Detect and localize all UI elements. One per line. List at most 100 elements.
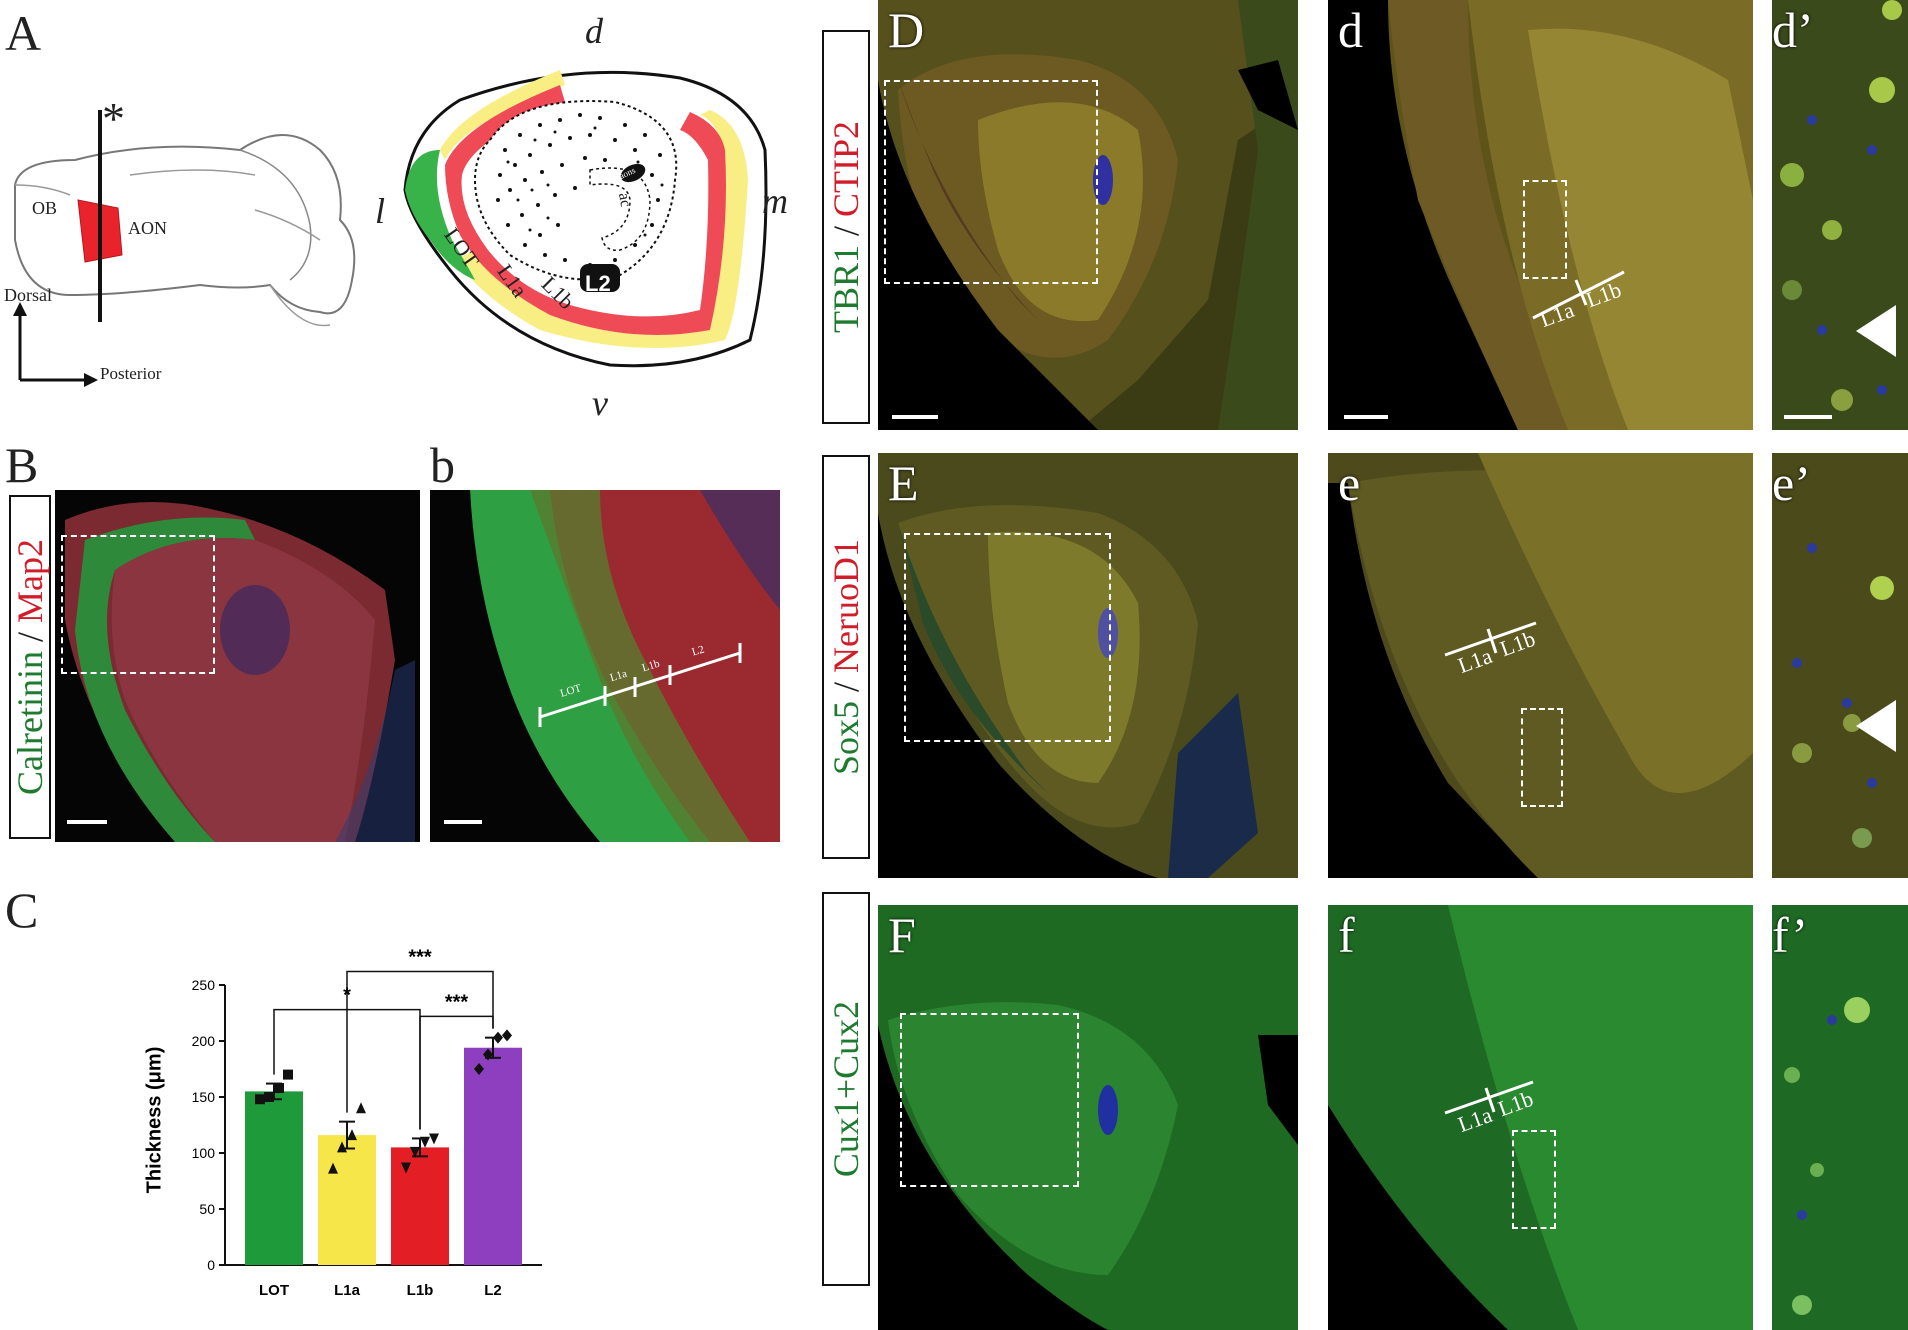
scalebar-d: [1344, 415, 1388, 419]
stain-sep-E: /: [826, 672, 866, 701]
green-layer: [405, 150, 475, 280]
panel-label-e: e: [1338, 455, 1361, 511]
aon-schematic: [403, 70, 768, 368]
data-point: [283, 1069, 293, 1080]
data-point: [429, 1133, 439, 1145]
y-tick-label: 0: [207, 1257, 215, 1273]
significance-bracket: [346, 970, 494, 1113]
micrograph-f-prime: f’: [1772, 905, 1908, 1330]
data-point: [337, 1141, 347, 1153]
significance-label: ***: [408, 947, 432, 969]
zoom-box-E: [904, 533, 1111, 742]
stain-label-F: Cux1+Cux2: [822, 892, 870, 1286]
stain-red-D: CTIP2: [826, 120, 866, 217]
bar-lot: [245, 1091, 303, 1265]
x-tick-label: L2: [484, 1282, 502, 1299]
stain-sep-D: /: [826, 216, 866, 246]
zoom-box-D: [884, 80, 1098, 284]
brain-schematic: [13, 110, 356, 387]
micrograph-f: f L1a L1b: [1328, 905, 1753, 1330]
zoom-box-B: [61, 535, 215, 674]
stain-red-E: NeruoD1: [826, 538, 866, 673]
dorsal-label: Dorsal: [4, 285, 52, 305]
stain-sep-B: /: [10, 623, 50, 652]
d-label: d: [585, 11, 603, 51]
panel-label-B: B: [5, 437, 39, 493]
panel-label-f: f: [1338, 907, 1355, 963]
micrograph-e: e L1a L1b: [1328, 453, 1753, 878]
micrograph-E: E: [878, 453, 1298, 878]
significance-bracket: [273, 1008, 421, 1130]
data-point: [347, 1129, 357, 1141]
data-point: [401, 1162, 411, 1174]
brain-outline: [14, 134, 356, 315]
zoom-box-f: [1512, 1130, 1556, 1229]
l-label: l: [375, 191, 386, 231]
stain-green-B: Calretinin: [10, 651, 50, 795]
l2-label: L2: [585, 271, 611, 296]
panel-label-d-prime: d’: [1772, 2, 1814, 58]
scalebar-d-prime: [1784, 415, 1832, 419]
stain-label-E: Sox5 / NeruoD1: [822, 455, 870, 859]
ob-label: OB: [32, 198, 58, 218]
scalebar-D: [892, 415, 938, 419]
data-point: [328, 1162, 338, 1174]
aons-ellipse: [620, 163, 646, 183]
significance-label: *: [343, 985, 351, 1007]
l2-box: [580, 264, 620, 292]
stain-green-E: Sox5: [826, 700, 866, 776]
x-tick-label: LOT: [259, 1282, 289, 1299]
micrograph-e-prime: e’: [1772, 453, 1908, 878]
panel-label-F: F: [888, 907, 916, 963]
bar-l1a: [318, 1135, 376, 1265]
arrowhead-e-prime: [1856, 700, 1896, 752]
micrograph-D: D: [878, 0, 1298, 430]
asterisk-label: *: [102, 93, 125, 144]
stain-green-F: Cux1+Cux2: [826, 1000, 866, 1178]
data-point: [410, 1146, 420, 1158]
scalebar-b: [444, 820, 482, 824]
micrograph-d-prime: d’: [1772, 0, 1908, 430]
data-point: [264, 1092, 274, 1102]
micrograph-b: LOT L1a L1b L2: [430, 490, 780, 842]
stain-label-D: TBR1 / CTIP2: [822, 30, 870, 424]
panel-label-D: D: [888, 2, 925, 58]
arrowhead-d-prime: [1856, 305, 1896, 357]
zoom-box-d: [1523, 180, 1567, 279]
zoom-box-e: [1521, 708, 1563, 807]
zoom-box-F: [900, 1013, 1079, 1187]
panel-label-E: E: [888, 455, 919, 511]
data-point: [483, 1048, 493, 1061]
panel-label-A: A: [5, 5, 42, 61]
y-tick-label: 200: [192, 1033, 216, 1049]
data-point: [274, 1083, 284, 1094]
bar-l1b: [391, 1147, 449, 1265]
significance-label: ***: [445, 991, 469, 1013]
stain-label-B: Calretinin / Map2: [9, 495, 51, 839]
data-point: [255, 1094, 265, 1105]
panel-label-d: d: [1338, 2, 1363, 58]
data-point: [474, 1063, 484, 1075]
chart-ylabel: Thickness (μm): [143, 1046, 166, 1194]
posterior-label: Posterior: [100, 364, 162, 383]
bar-l2: [464, 1047, 522, 1265]
x-tick-label: L1a: [334, 1282, 361, 1299]
data-point: [502, 1029, 512, 1042]
m-label: m: [762, 181, 788, 221]
y-tick-label: 150: [192, 1089, 216, 1105]
data-point: [493, 1031, 503, 1044]
panel-label-b: b: [430, 437, 455, 493]
yellow-layer: [440, 70, 748, 348]
y-tick-label: 250: [192, 977, 216, 993]
panel-label-f-prime: f’: [1772, 907, 1809, 963]
v-label: v: [592, 383, 608, 423]
panel-label-C: C: [5, 882, 39, 938]
data-point: [420, 1136, 430, 1148]
stain-red-B: Map2: [10, 539, 50, 624]
micrograph-F: F: [878, 905, 1298, 1330]
stain-green-D: TBR1: [826, 245, 866, 334]
inner-dashed-curve: [589, 167, 651, 251]
panel-label-e-prime: e’: [1772, 455, 1811, 511]
micrograph-d: d L1a L1b: [1328, 0, 1753, 430]
